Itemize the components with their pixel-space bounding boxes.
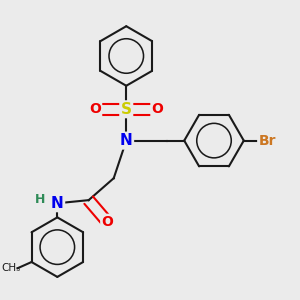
Text: O: O [101, 215, 113, 229]
Text: O: O [89, 102, 101, 116]
Text: O: O [152, 102, 164, 116]
Text: CH₃: CH₃ [2, 263, 21, 273]
Text: N: N [51, 196, 64, 211]
Text: Br: Br [259, 134, 276, 148]
Text: H: H [35, 193, 45, 206]
Text: S: S [121, 102, 132, 117]
Text: N: N [120, 133, 133, 148]
